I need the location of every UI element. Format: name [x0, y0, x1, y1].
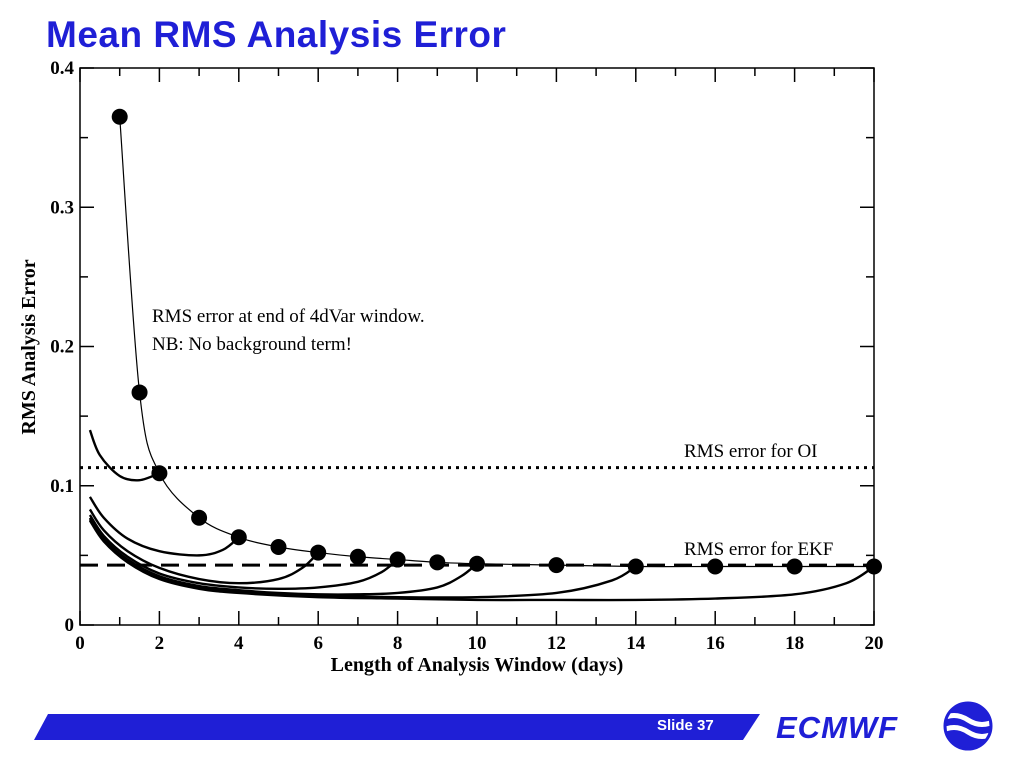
end-of-window-error-point	[151, 465, 168, 482]
y-tick-label: 0.2	[50, 337, 74, 358]
y-tick-label: 0.4	[50, 58, 74, 79]
footer-bar	[34, 714, 760, 740]
x-tick-label: 6	[313, 633, 323, 654]
window-error-curve-2	[88, 496, 240, 557]
x-tick-label: 20	[865, 633, 884, 654]
window-error-curve-1	[88, 429, 160, 482]
footer-stripe	[34, 714, 760, 740]
x-tick-label: 16	[706, 633, 725, 654]
x-tick-label: 10	[468, 633, 487, 654]
y-tick-label: 0	[65, 615, 75, 636]
data-series	[88, 116, 875, 602]
y-tick-label: 0.1	[50, 476, 74, 497]
y-axis-title: RMS Analysis Error	[18, 259, 40, 434]
window-error-curve-5	[88, 517, 478, 596]
slide-number: Slide 37	[657, 717, 714, 734]
y-tick-label: 0.3	[50, 197, 74, 218]
x-tick-label: 2	[155, 633, 165, 654]
end-of-window-error-point	[349, 548, 366, 565]
ecmwf-logo-icon	[938, 701, 998, 751]
window-error-curve-4	[88, 514, 399, 590]
x-tick-label: 14	[626, 633, 646, 654]
annotation-line-2: NB: No background term!	[152, 334, 352, 355]
oi-reference-label: RMS error for OI	[684, 441, 818, 462]
x-tick-label: 0	[75, 633, 85, 654]
brand-name: ECMWF	[776, 710, 899, 745]
rms-error-chart: 0 2 4 6 8 10 12 14 16 18 20 0 0.1 0.2 0.3 0.4 Length of…	[18, 58, 884, 676]
end-of-window-error-point	[786, 558, 803, 575]
x-tick-label: 12	[547, 633, 566, 654]
x-tick-label: 18	[785, 633, 804, 654]
slide-title: Mean RMS Analysis Error	[46, 14, 507, 55]
end-of-window-error-point	[270, 539, 287, 556]
reference-lines	[80, 466, 874, 567]
window-error-curve-3	[88, 508, 320, 585]
x-axis-title: Length of Analysis Window (days)	[331, 654, 624, 676]
end-of-window-error-point	[548, 557, 565, 574]
end-of-window-error-point	[230, 529, 247, 546]
end-of-window-error-point	[131, 384, 148, 401]
data-markers	[111, 108, 882, 575]
end-of-window-error-point	[707, 558, 724, 575]
window-error-curve-7	[88, 519, 875, 602]
x-tick-label: 4	[234, 633, 244, 654]
axis-ticks	[79, 67, 875, 626]
end-of-window-error-point	[111, 108, 128, 125]
end-of-window-error-point	[627, 558, 644, 575]
ekf-reference-label: RMS error for EKF	[684, 539, 833, 560]
end-of-window-error-point	[429, 554, 446, 571]
annotation-line-1: RMS error at end of 4dVar window.	[152, 306, 425, 327]
end-of-window-error-point	[191, 509, 208, 526]
axis-tick-labels: 0 2 4 6 8 10 12 14 16 18 20 0 0.1 0.2 0.3 0.4	[50, 58, 883, 654]
end-of-window-error-point	[389, 551, 406, 568]
end-of-window-error-point	[866, 558, 882, 575]
end-of-window-error-point	[469, 555, 485, 572]
end-of-window-error-point	[310, 544, 327, 561]
x-tick-label: 8	[393, 633, 403, 654]
